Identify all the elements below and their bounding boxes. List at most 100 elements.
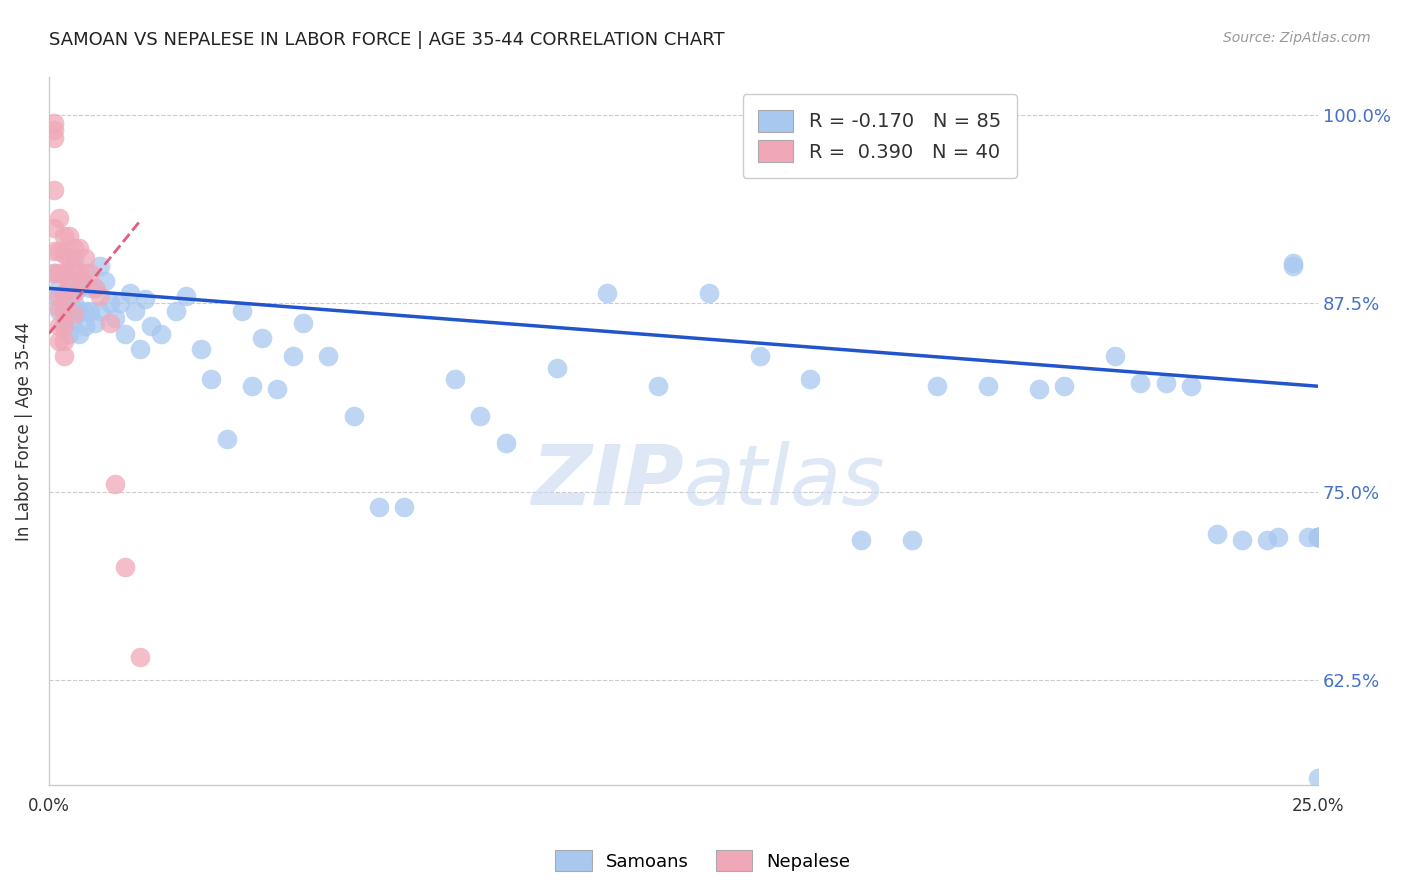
Point (1308, 530, 1330, 544)
Point (799, 372, 821, 386)
Point (1308, 530, 1330, 544)
Point (42, 115, 65, 129)
Point (42, 244, 65, 258)
Point (73, 277, 96, 291)
Text: Source: ZipAtlas.com: Source: ZipAtlas.com (1223, 31, 1371, 45)
Point (63, 285, 86, 300)
Point (89, 304, 111, 318)
Legend: R = -0.170   N = 85, R =  0.390   N = 40: R = -0.170 N = 85, R = 0.390 N = 40 (742, 95, 1017, 178)
Point (53, 296, 76, 310)
Point (495, 436, 517, 450)
Point (53, 349, 76, 363)
Point (1053, 379, 1076, 393)
Point (53, 246, 76, 260)
Point (73, 251, 96, 265)
Point (1308, 530, 1330, 544)
Point (79, 281, 101, 295)
Point (79, 304, 101, 318)
Point (1296, 530, 1319, 544)
Point (48, 266, 70, 280)
Point (231, 304, 253, 318)
Point (42, 266, 65, 280)
Point (53, 318, 76, 333)
Point (120, 285, 142, 300)
Point (149, 326, 172, 341)
Point (215, 432, 238, 446)
Point (647, 379, 669, 393)
Point (53, 266, 76, 280)
Point (58, 281, 80, 295)
Point (83, 281, 105, 295)
Point (63, 251, 86, 265)
Point (1104, 349, 1126, 363)
Point (58, 274, 80, 288)
Point (89, 259, 111, 273)
Point (1267, 530, 1289, 544)
Point (470, 409, 492, 424)
Point (73, 266, 96, 280)
Point (240, 379, 263, 393)
Point (83, 281, 105, 295)
Point (73, 318, 96, 333)
Point (67, 281, 90, 295)
Point (63, 241, 86, 255)
Point (129, 650, 152, 665)
Point (53, 304, 76, 318)
Point (596, 285, 619, 300)
Point (1205, 527, 1227, 541)
Point (67, 266, 90, 280)
Point (139, 318, 162, 333)
Point (174, 289, 197, 303)
Point (42, 266, 65, 280)
Point (63, 311, 86, 326)
Point (94, 274, 117, 288)
Point (58, 326, 80, 341)
Point (48, 211, 70, 225)
Point (977, 379, 1000, 393)
Point (444, 372, 467, 386)
Point (83, 316, 105, 330)
Point (48, 318, 70, 333)
Point (114, 326, 136, 341)
Point (53, 285, 76, 300)
Point (1256, 533, 1278, 547)
Point (48, 244, 70, 258)
Point (368, 500, 391, 514)
Point (1281, 259, 1303, 273)
Point (63, 307, 86, 321)
Point (53, 334, 76, 348)
Point (104, 477, 127, 491)
Point (67, 326, 90, 341)
Point (48, 289, 70, 303)
Text: ZIP: ZIP (531, 441, 683, 522)
Point (1308, 530, 1330, 544)
Text: atlas: atlas (683, 441, 886, 522)
Point (1308, 771, 1330, 785)
Point (48, 304, 70, 318)
Point (53, 266, 76, 280)
Point (129, 342, 152, 356)
Point (48, 301, 70, 315)
Point (63, 274, 86, 288)
Point (190, 342, 212, 356)
Legend: Samoans, Nepalese: Samoans, Nepalese (548, 843, 858, 879)
Point (927, 379, 949, 393)
Point (42, 289, 65, 303)
Text: SAMOAN VS NEPALESE IN LABOR FORCE | AGE 35-44 CORRELATION CHART: SAMOAN VS NEPALESE IN LABOR FORCE | AGE … (49, 31, 725, 49)
Point (42, 183, 65, 197)
Point (266, 382, 288, 396)
Point (58, 228, 80, 243)
Point (89, 289, 111, 303)
Point (394, 500, 416, 514)
Point (42, 130, 65, 145)
Point (134, 292, 156, 306)
Point (165, 304, 187, 318)
Point (316, 349, 339, 363)
Point (63, 296, 86, 310)
Point (73, 304, 96, 318)
Y-axis label: In Labor Force | Age 35-44: In Labor Force | Age 35-44 (15, 322, 32, 541)
Point (1154, 376, 1177, 391)
Point (1308, 530, 1330, 544)
Point (697, 285, 720, 300)
Point (58, 251, 80, 265)
